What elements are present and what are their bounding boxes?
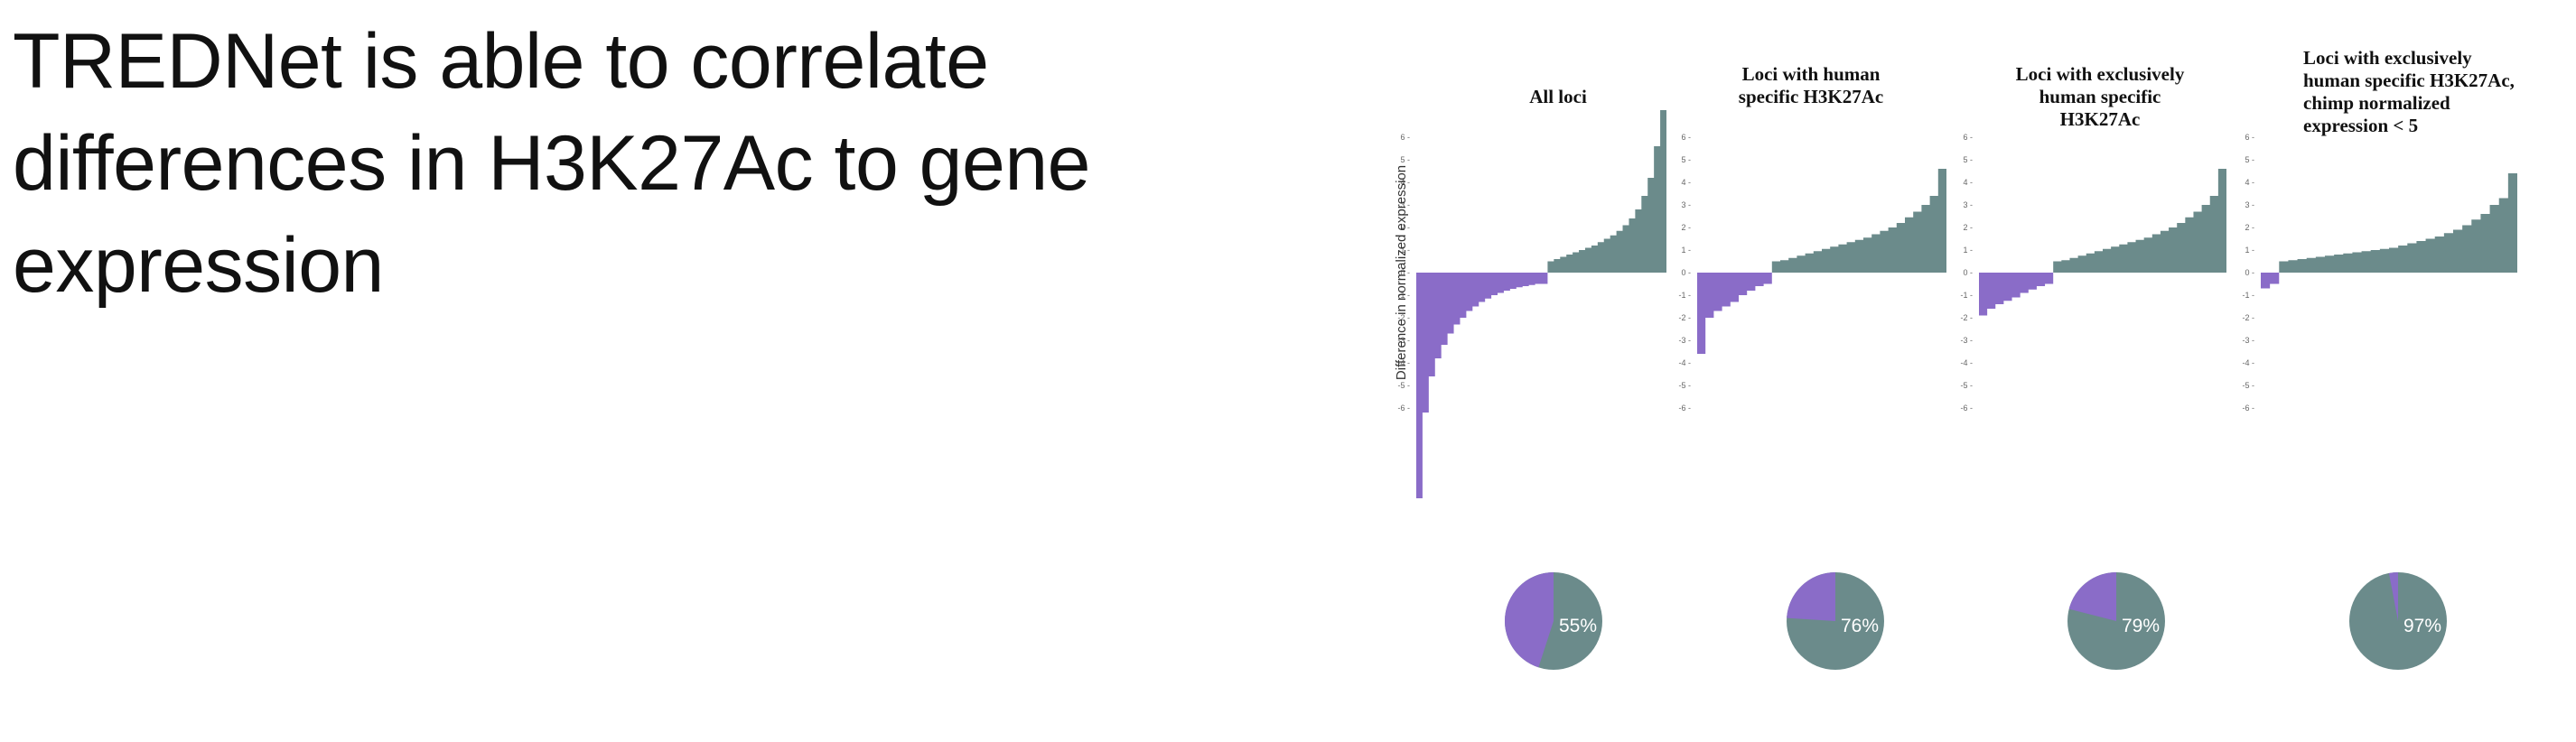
y-tick-label: 1 - — [1681, 246, 1691, 255]
y-tick-label: -3 - — [1961, 336, 1974, 345]
positive-series-area — [2053, 169, 2226, 273]
y-tick-label: 0 - — [1681, 268, 1691, 277]
y-tick-label: -5 - — [1398, 381, 1411, 390]
panel-title-chimp-expression: Loci with exclusively human specific H3K… — [2303, 47, 2515, 136]
y-tick-label: 0 - — [1400, 268, 1410, 277]
y-tick-label: 4 - — [1400, 178, 1410, 187]
y-tick-label: -2 - — [1961, 313, 1974, 322]
y-tick-label: -4 - — [1961, 358, 1974, 367]
slide-title: TREDNet is able to correlate differences… — [13, 18, 1091, 309]
y-tick-label: -3 - — [1679, 336, 1692, 345]
y-tick-label: -2 - — [1398, 313, 1411, 322]
y-tick-label: -2 - — [1679, 313, 1692, 322]
y-tick-label: -2 - — [2243, 313, 2255, 322]
y-tick-label: 6 - — [1963, 133, 1973, 142]
pie-percent-label: 76% — [1841, 616, 1879, 636]
pie-slice-negative — [2388, 572, 2398, 621]
negative-series-area — [1416, 273, 1548, 498]
y-tick-label: 3 - — [1400, 200, 1410, 209]
y-tick-label: 0 - — [1963, 268, 1973, 277]
y-tick-label: -1 - — [1679, 291, 1692, 300]
positive-series-area — [2279, 173, 2517, 273]
negative-series-area — [1979, 273, 2054, 316]
y-tick-label: -5 - — [1961, 381, 1974, 390]
y-tick-label: -4 - — [1398, 358, 1411, 367]
positive-series-area — [1547, 110, 1666, 273]
y-tick-label: -5 - — [2243, 381, 2255, 390]
pie-slice-negative — [1787, 572, 1835, 621]
y-tick-label: -6 - — [2243, 403, 2255, 413]
pie-percent-label: 79% — [2122, 616, 2160, 636]
y-tick-label: 2 - — [2245, 223, 2254, 232]
y-tick-label: 1 - — [2245, 246, 2254, 255]
y-tick-label: 5 - — [1681, 155, 1691, 164]
y-tick-label: 2 - — [1963, 223, 1973, 232]
y-tick-label: 3 - — [1963, 200, 1973, 209]
y-tick-label: -1 - — [1398, 291, 1411, 300]
y-tick-label: -6 - — [1398, 403, 1411, 413]
pie-percent-label: 55% — [1559, 616, 1597, 636]
y-tick-label: 2 - — [1681, 223, 1691, 232]
pie-slice-negative — [2068, 572, 2116, 621]
positive-series-area — [1771, 169, 1946, 273]
y-tick-label: -6 - — [1679, 403, 1692, 413]
y-tick-label: 5 - — [1963, 155, 1973, 164]
y-tick-label: 4 - — [2245, 178, 2254, 187]
pie-percent-label: 97% — [2403, 616, 2441, 636]
y-axis-label: Difference in normalized expression — [1394, 165, 1409, 380]
y-tick-label: 6 - — [1400, 133, 1410, 142]
y-tick-label: 5 - — [2245, 155, 2254, 164]
y-tick-label: -1 - — [2243, 291, 2255, 300]
y-tick-label: 0 - — [2245, 268, 2254, 277]
y-tick-label: 5 - — [1400, 155, 1410, 164]
y-tick-label: 1 - — [1400, 246, 1410, 255]
negative-series-area — [2261, 273, 2280, 289]
panel-title-human-specific: Loci with human specific H3K27Ac — [1738, 63, 1884, 107]
y-tick-label: -5 - — [1679, 381, 1692, 390]
y-tick-label: -6 - — [1961, 403, 1974, 413]
panel-title-all-loci: All loci — [1529, 86, 1587, 107]
pie-slice-negative — [1505, 572, 1554, 668]
y-tick-label: 4 - — [1963, 178, 1973, 187]
y-tick-label: 3 - — [1681, 200, 1691, 209]
panel-title-exclusively-human: Loci with exclusively human specific H3K… — [2015, 63, 2185, 130]
y-tick-label: -3 - — [1398, 336, 1411, 345]
y-tick-label: 6 - — [2245, 133, 2254, 142]
y-tick-label: 6 - — [1681, 133, 1691, 142]
negative-series-area — [1697, 273, 1772, 354]
y-tick-label: 2 - — [1400, 223, 1410, 232]
y-tick-label: 3 - — [2245, 200, 2254, 209]
y-tick-label: -3 - — [2243, 336, 2255, 345]
y-tick-label: -4 - — [1679, 358, 1692, 367]
y-tick-label: 4 - — [1681, 178, 1691, 187]
y-tick-label: -1 - — [1961, 291, 1974, 300]
y-tick-label: 1 - — [1963, 246, 1973, 255]
y-tick-label: -4 - — [2243, 358, 2255, 367]
